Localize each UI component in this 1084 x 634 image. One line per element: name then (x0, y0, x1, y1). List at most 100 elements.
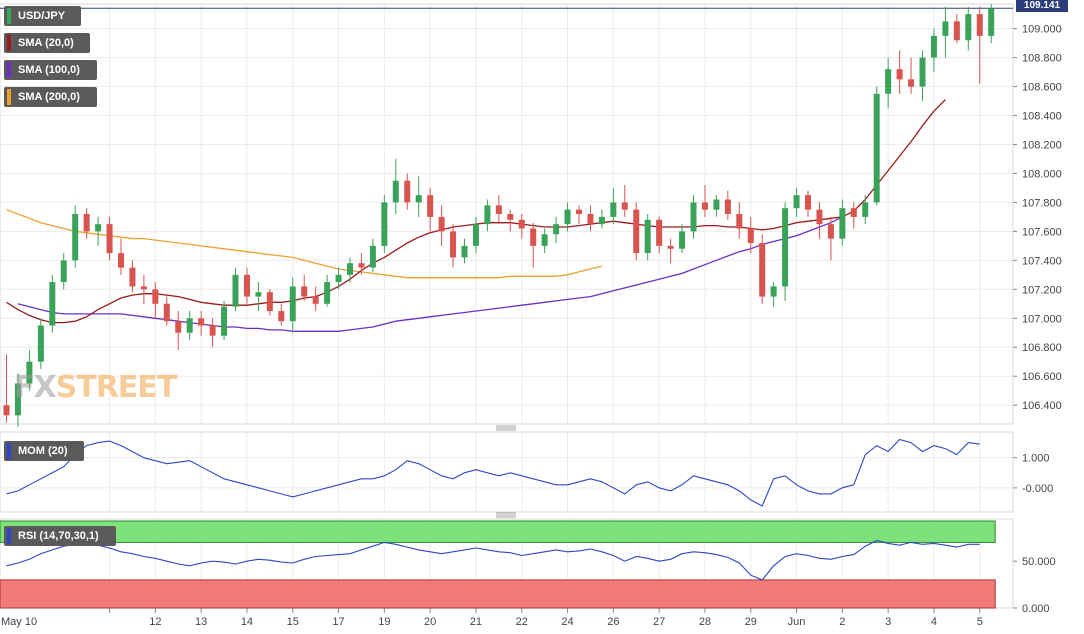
x-tick-label: Jun (788, 616, 806, 628)
candle (221, 300, 228, 340)
candle (347, 257, 353, 283)
x-tick-label: May 10 (1, 616, 37, 628)
candle-body (49, 282, 56, 326)
panel-resize-handle[interactable] (496, 512, 516, 518)
candle (140, 274, 147, 304)
candle (72, 205, 79, 268)
candle (713, 195, 720, 217)
candle-body (461, 245, 468, 258)
candle-body (518, 219, 525, 229)
panel-resize-handle[interactable] (496, 425, 516, 431)
candle (816, 202, 823, 239)
legend-sma20-text: SMA (20,0) (18, 37, 74, 49)
candle (152, 282, 159, 319)
mom-y-tick-label: -0.000 (1022, 483, 1053, 495)
candle (278, 303, 285, 326)
candle-body (770, 286, 777, 297)
candle-body (839, 208, 846, 239)
candle (633, 202, 640, 261)
y-tick-label: 106.800 (1022, 342, 1062, 354)
candle (83, 208, 90, 239)
candle-body (3, 405, 10, 416)
candle (118, 238, 124, 275)
candle (919, 50, 926, 102)
y-tick-label: 107.000 (1022, 313, 1062, 325)
legend-swatch-sma200 (7, 89, 11, 105)
x-tick-label: 19 (378, 616, 390, 628)
candle (324, 274, 331, 307)
legend-rsi: RSI (14,70,30,1) (4, 526, 116, 546)
legend-symbol: USD/JPY (4, 6, 81, 26)
candle-body (541, 234, 548, 246)
legend-swatch-sma100 (7, 62, 11, 78)
x-tick-label: 22 (516, 616, 528, 628)
candle-body (198, 318, 205, 326)
x-tick-label: 15 (287, 616, 299, 628)
fxstreet-watermark: FXSTREET (14, 370, 178, 405)
candle (610, 187, 617, 225)
candle (3, 354, 10, 423)
candle-body (95, 224, 102, 232)
legend-mom-text: MOM (20) (18, 445, 68, 457)
x-tick-label: 27 (653, 616, 665, 628)
watermark-fx: FX (14, 370, 57, 405)
candle-body (507, 214, 514, 220)
rsi-y-tick-label: 50.000 (1022, 556, 1056, 568)
candle-body (690, 202, 697, 232)
candle-body (587, 214, 594, 225)
candle (530, 222, 537, 268)
candle (438, 205, 445, 246)
rsi-overbought-zone (0, 520, 996, 543)
candle-body (656, 219, 663, 246)
candle (415, 176, 422, 217)
candle-body (919, 57, 926, 87)
candle-body (266, 292, 273, 312)
candle-body (392, 180, 399, 203)
candle (564, 202, 571, 232)
candle-body (152, 289, 159, 304)
candle (106, 216, 113, 261)
x-tick-label: 21 (470, 616, 482, 628)
watermark-street: STREET (55, 370, 178, 405)
candle-body (965, 14, 972, 41)
candle (759, 234, 766, 304)
candle (770, 282, 777, 307)
candle-body (553, 224, 560, 235)
candle-body (37, 325, 44, 362)
legend-sma100: SMA (100,0) (4, 60, 97, 80)
candle-body (60, 260, 67, 283)
x-tick-label: 26 (607, 616, 619, 628)
x-tick-label: 14 (241, 616, 253, 628)
x-tick-label: 20 (424, 616, 436, 628)
candle (495, 195, 502, 225)
candle-body (736, 214, 743, 229)
y-tick-label: 107.200 (1022, 284, 1062, 296)
candle-body (438, 216, 445, 232)
candle-body (14, 383, 21, 416)
candle-body (312, 296, 319, 304)
candle-body (324, 282, 331, 304)
x-tick-label: 17 (332, 616, 344, 628)
last-price-tag: 109.141 (1016, 0, 1068, 12)
candle-body (118, 253, 124, 268)
candle-body (404, 180, 411, 203)
candle-body (26, 361, 33, 384)
candle (129, 260, 136, 293)
candle (301, 274, 308, 301)
candle-body (301, 286, 308, 297)
x-tick-label: 24 (561, 616, 573, 628)
candle (701, 185, 708, 217)
candle-body (530, 228, 537, 246)
candle-body (72, 214, 79, 261)
candle (60, 253, 67, 290)
y-tick-label: 106.400 (1022, 400, 1062, 412)
candle (26, 350, 33, 391)
x-tick-label: 5 (977, 616, 983, 628)
candle (232, 267, 239, 312)
sma200-line (6, 209, 603, 279)
candle (942, 6, 949, 58)
candle (186, 311, 193, 340)
candle (289, 277, 296, 333)
y-tick-label: 108.400 (1022, 111, 1062, 123)
candle (484, 199, 491, 232)
